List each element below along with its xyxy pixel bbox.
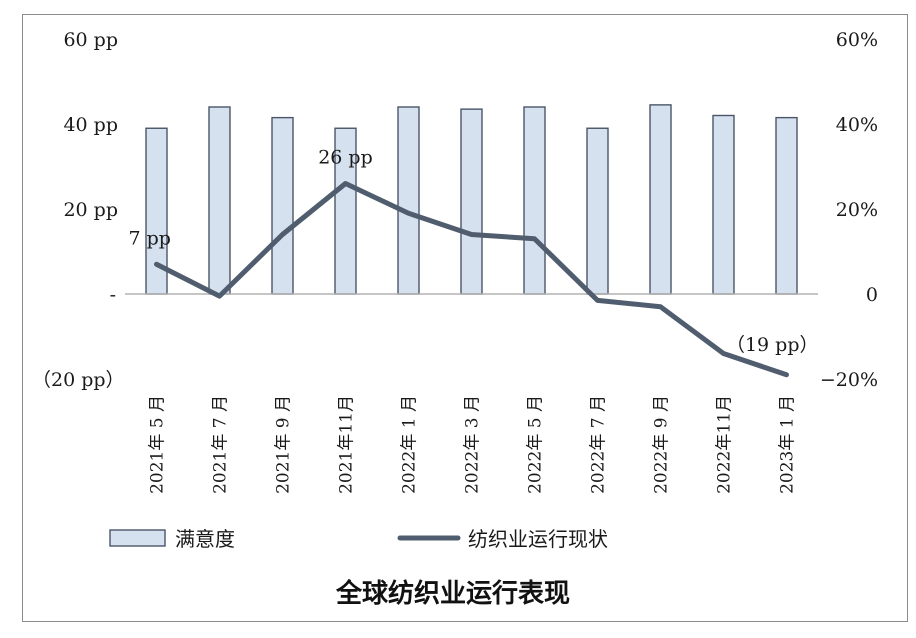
x-tick-label: 2022年11月 bbox=[715, 395, 735, 494]
chart-frame bbox=[22, 14, 908, 622]
bar bbox=[397, 106, 420, 295]
bar bbox=[586, 127, 609, 295]
bar bbox=[460, 108, 483, 295]
bar bbox=[649, 104, 672, 295]
data-labels: 7 pp 26 pp （19 pp） bbox=[129, 147, 819, 356]
right-axis: −20% 0 20% 40% 60% bbox=[820, 29, 878, 391]
left-tick-label: - bbox=[110, 284, 116, 306]
x-axis: 2021年 5 月 2021年 7 月 2021年 9 月 2021年11月 2022年… bbox=[148, 395, 798, 494]
legend-line-label: 纺织业运行现状 bbox=[468, 527, 608, 551]
x-tick-label: 2022年 1 月 bbox=[400, 395, 420, 494]
line-series bbox=[154, 181, 789, 378]
x-tick-label: 2021年 5 月 bbox=[148, 395, 168, 494]
x-tick-label: 2022年 3 月 bbox=[463, 395, 483, 494]
bar bbox=[523, 106, 546, 295]
bar bbox=[271, 116, 294, 295]
left-tick-label: 40 pp bbox=[63, 114, 118, 136]
x-tick-label: 2021年11月 bbox=[337, 395, 357, 494]
right-tick-label: 60% bbox=[836, 29, 878, 51]
right-tick-label: 40% bbox=[836, 114, 878, 136]
bar-series bbox=[145, 104, 798, 295]
x-tick-label: 2023年 1 月 bbox=[778, 395, 798, 494]
right-tick-label: 20% bbox=[836, 199, 878, 221]
data-label: 26 pp bbox=[318, 147, 373, 169]
data-label: 7 pp bbox=[129, 227, 171, 249]
left-axis: （20 pp） - 20 pp 40 pp 60 pp bbox=[32, 29, 125, 391]
right-tick-label: 0 bbox=[866, 284, 878, 306]
legend-bar-swatch bbox=[109, 529, 166, 547]
left-tick-label: （20 pp） bbox=[32, 369, 125, 391]
bar bbox=[712, 114, 735, 295]
bar bbox=[775, 116, 798, 295]
data-label: （19 pp） bbox=[726, 334, 819, 356]
x-tick-label: 2021年 9 月 bbox=[274, 395, 294, 494]
left-tick-label: 20 pp bbox=[63, 199, 118, 221]
left-tick-label: 60 pp bbox=[63, 29, 118, 51]
legend-bar-label: 满意度 bbox=[175, 527, 235, 551]
legend: 满意度 纺织业运行现状 bbox=[109, 527, 608, 551]
x-tick-label: 2022年 9 月 bbox=[652, 395, 672, 494]
bar bbox=[208, 106, 231, 295]
x-tick-label: 2022年 7 月 bbox=[589, 395, 609, 494]
chart-title: 全球纺织业运行表现 bbox=[335, 578, 570, 609]
x-tick-label: 2022年 5 月 bbox=[526, 395, 546, 494]
x-tick-label: 2021年 7 月 bbox=[211, 395, 231, 494]
right-tick-label: −20% bbox=[820, 369, 878, 391]
